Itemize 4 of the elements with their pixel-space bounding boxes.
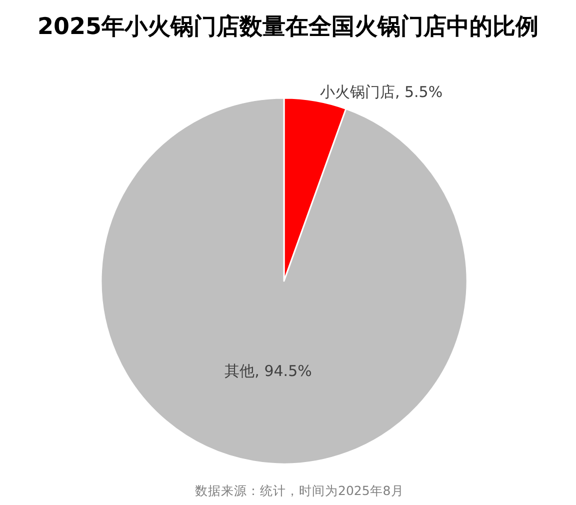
chart-title: 2025年小火锅门店数量在全国火锅门店中的比例 [37, 13, 539, 40]
slice-label: 其他, 94.5% [224, 362, 312, 380]
source-note: 数据来源：统计，时间为2025年8月 [195, 483, 404, 498]
slice-label: 小火锅门店, 5.5% [320, 82, 443, 101]
